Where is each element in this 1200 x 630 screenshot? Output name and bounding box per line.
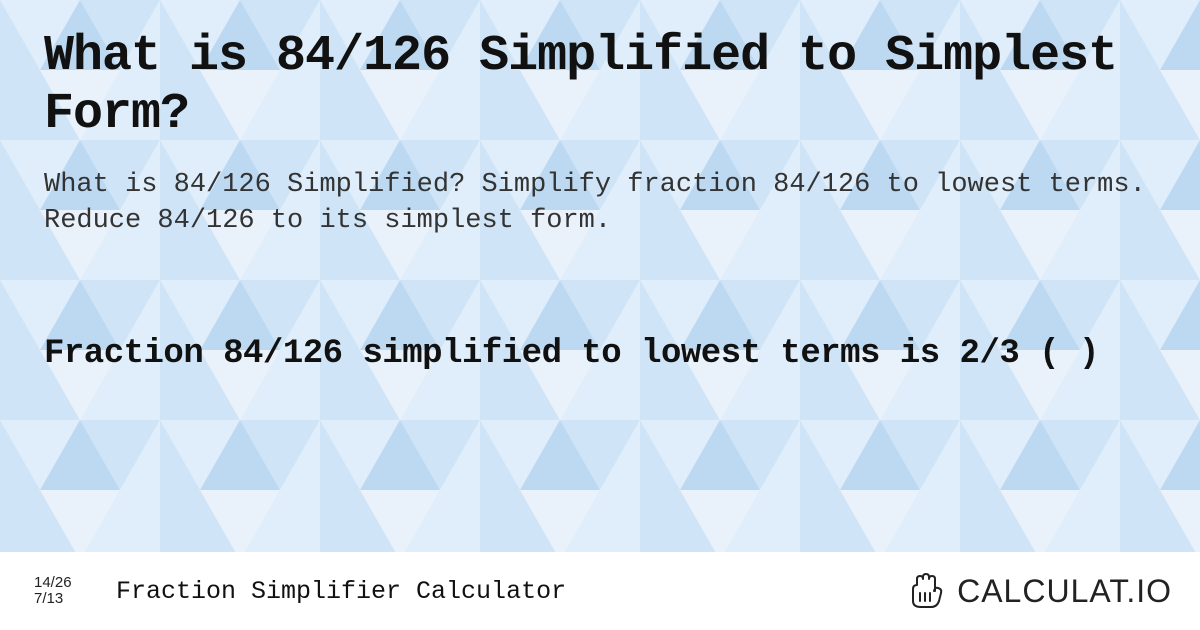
- fraction-icon-bottom: 7/13: [34, 591, 63, 608]
- fraction-icon: 14/26 7/13: [28, 575, 102, 608]
- page-title: What is 84/126 Simplified to Simplest Fo…: [44, 28, 1156, 143]
- brand-text: CALCULAT.IO: [957, 573, 1172, 610]
- footer-bar: 14/26 7/13 Fraction Simplifier Calculato…: [0, 552, 1200, 630]
- brand: CALCULAT.IO: [907, 571, 1172, 611]
- fraction-icon-top: 14/26: [34, 575, 72, 592]
- description-text: What is 84/126 Simplified? Simplify frac…: [44, 167, 1156, 240]
- brand-hand-icon: [907, 571, 947, 611]
- footer-label: Fraction Simplifier Calculator: [116, 577, 907, 606]
- answer-text: Fraction 84/126 simplified to lowest ter…: [44, 332, 1156, 376]
